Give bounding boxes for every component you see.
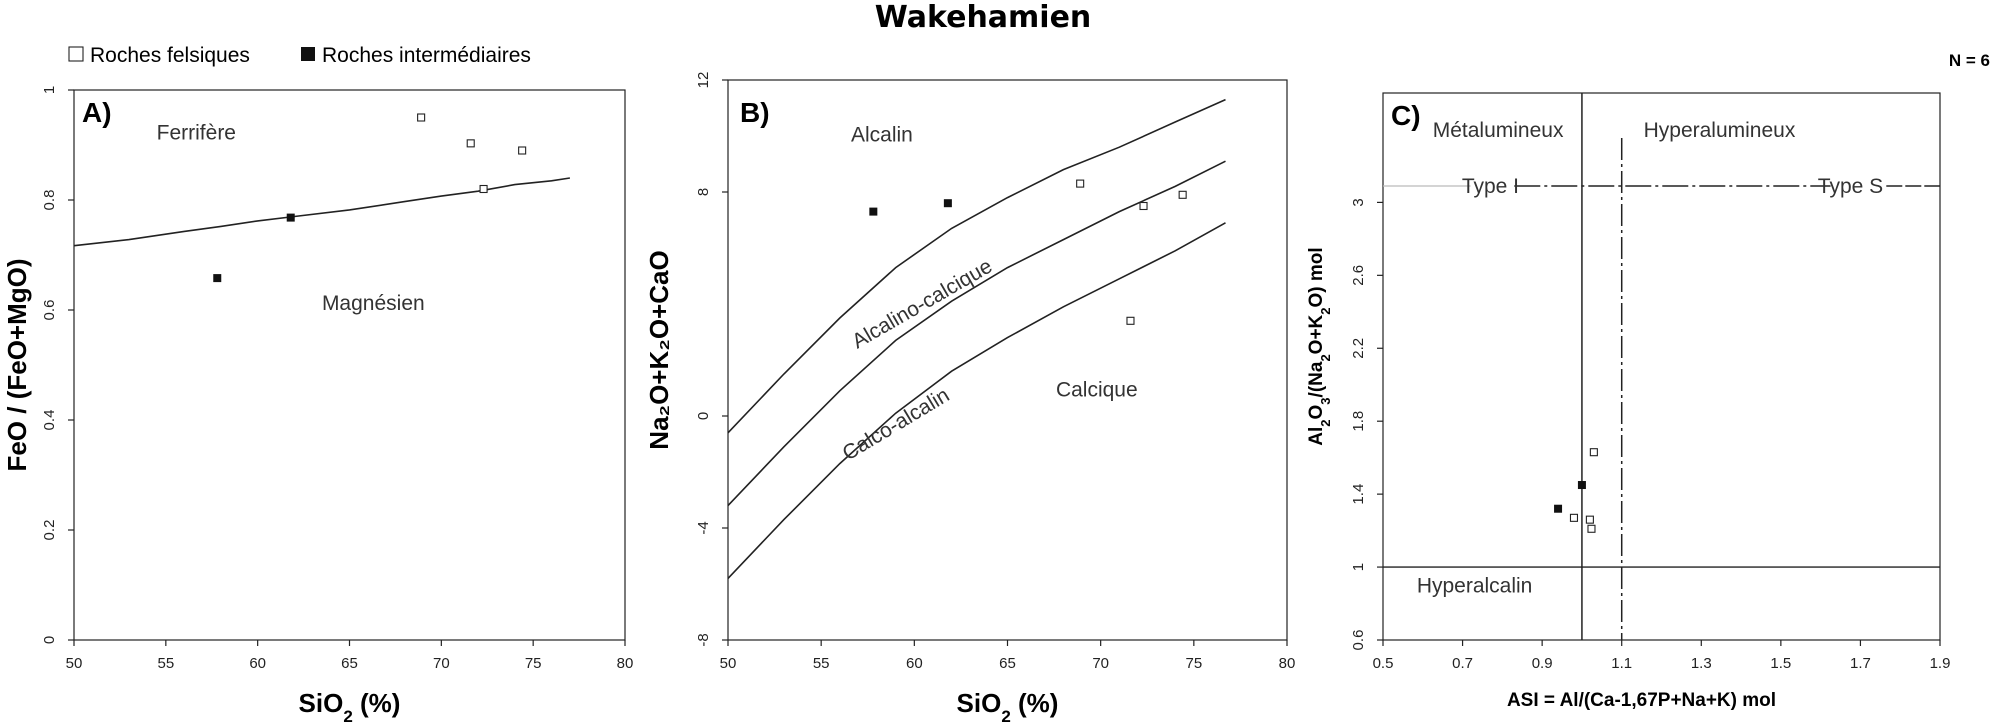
felsic-point-1: [466, 139, 475, 148]
legend-intermediate-label: Roches intermédiaires: [322, 44, 531, 67]
x-tick-label-3: 65: [999, 655, 1016, 672]
y-axis-label: FeO / (FeO+MgO): [2, 258, 32, 471]
x-tick-label-1: 0.7: [1452, 655, 1473, 672]
intermediate-point-1: [1577, 481, 1586, 490]
region-label-2: Hyperalcalin: [1417, 575, 1533, 598]
series-curve-label-0: Alcalino-calcique: [848, 255, 996, 354]
felsic-point-3: [1126, 316, 1135, 325]
x-tick-label-6: 1.7: [1850, 655, 1871, 672]
x-tick-label-2: 60: [249, 655, 266, 672]
panel-c-chart: 0.5 0.7 0.9 1.1 1.3 1.5 1.7 1.9 0.6 1 1.4 1.8 2.2 2.6…: [1306, 92, 1951, 711]
y-tick-label-5: 1: [41, 86, 58, 94]
felsic-point-2: [518, 146, 527, 155]
felsic-point-0: [417, 113, 426, 122]
panel-a-chart: 50 55 60 65 70 75 80 0 0.2 0.4 0.6 0.8 1 Ferrifère Mag…: [2, 86, 633, 724]
intermediate-point-1: [286, 213, 295, 222]
region-label-1: Magnésien: [322, 292, 425, 315]
x-tick-label-4: 70: [1092, 655, 1109, 672]
panel-letter: A): [82, 97, 112, 128]
y-tick-label-0: 0.6: [1350, 630, 1367, 651]
y-tick-label-0: -8: [695, 633, 712, 646]
legend-intermediate-marker: [301, 47, 315, 61]
y-tick-label-2: 0.4: [41, 410, 58, 431]
y-axis-label: Al2O3/(Na2O+K2O) mol: [1306, 247, 1333, 445]
felsic-point-1: [1585, 515, 1594, 524]
x-tick-label-2: 60: [906, 655, 923, 672]
alcalin-boundary-line: [727, 98, 1226, 434]
intermediate-point-0: [213, 274, 222, 283]
calco-alcalin-boundary-line: [727, 222, 1226, 579]
x-tick-label-6: 80: [617, 655, 634, 672]
y-tick-label-2: 1.4: [1350, 484, 1367, 505]
x-tick-label-5: 75: [525, 655, 542, 672]
y-tick-label-1: -4: [695, 521, 712, 534]
region-label-0: Métalumineux: [1433, 119, 1564, 142]
type-label-1: Type S: [1818, 175, 1883, 198]
y-tick-label-3: 8: [695, 188, 712, 196]
intermediate-point-0: [1554, 504, 1563, 513]
region-label-1: Calcique: [1056, 378, 1138, 401]
figure-title: Wakehamien: [875, 0, 1092, 35]
felsic-point-1: [1139, 201, 1148, 211]
y-tick-label-4: 0.8: [41, 190, 58, 211]
x-tick-label-1: 55: [157, 655, 174, 672]
x-tick-label-0: 50: [720, 655, 737, 672]
series-curve-label-1: Calco-alcalin: [839, 384, 954, 466]
legend-felsic-label: Roches felsiques: [90, 44, 250, 67]
x-tick-label-4: 70: [433, 655, 450, 672]
x-tick-label-1: 55: [813, 655, 830, 672]
x-axis-label: ASI = Al/(Ca-1,67P+Na+K) mol: [1507, 690, 1776, 711]
panel-letter: C): [1391, 100, 1421, 131]
region-label-0: Alcalin: [851, 124, 913, 147]
y-tick-label-2: 0: [695, 412, 712, 420]
y-tick-label-1: 0.2: [41, 520, 58, 541]
type-label-0: Type I: [1462, 175, 1519, 198]
x-tick-label-5: 1.5: [1770, 655, 1791, 672]
y-tick-label-4: 12: [695, 72, 712, 89]
x-axis-label: SiO2 (%): [299, 688, 401, 724]
y-tick-label-3: 1.8: [1350, 411, 1367, 432]
plot-frame: [1382, 92, 1941, 641]
plot-frame: [727, 79, 1288, 641]
felsic-point-3: [1569, 513, 1579, 522]
legend-felsic-marker: [68, 46, 84, 62]
region-label-1: Hyperalumineux: [1644, 119, 1796, 142]
plot-frame: [73, 89, 626, 641]
x-tick-label-0: 50: [66, 655, 83, 672]
x-tick-label-3: 1.1: [1611, 655, 1632, 672]
felsic-point-0: [1076, 179, 1085, 188]
x-tick-label-5: 75: [1185, 655, 1202, 672]
panel-b-chart: 50 55 60 65 70 75 80 -8 -4 0 8 12 Alcalin Calcique Alc…: [644, 72, 1295, 724]
intermediate-point-0: [869, 207, 878, 216]
fe-mg-boundary-line: [73, 177, 571, 247]
x-tick-label-0: 0.5: [1373, 655, 1394, 672]
x-tick-label-6: 80: [1279, 655, 1296, 672]
y-tick-label-6: 3: [1350, 198, 1367, 206]
alcalino-calcique-boundary-line: [727, 160, 1226, 507]
y-axis-label: Na₂O+K₂O+CaO: [644, 250, 674, 449]
felsic-point-2: [1178, 190, 1187, 199]
legend: Roches felsiques Roches intermédiaires: [68, 44, 531, 67]
x-axis-label: SiO2 (%): [957, 688, 1059, 724]
x-tick-label-7: 1.9: [1930, 655, 1951, 672]
x-tick-label-4: 1.3: [1691, 655, 1712, 672]
panel-letter: B): [740, 97, 770, 128]
felsic-point-2: [1587, 524, 1596, 533]
felsic-point-3: [479, 184, 488, 194]
intermediate-point-1: [943, 199, 952, 208]
y-tick-label-0: 0: [41, 636, 58, 644]
felsic-point-0: [1589, 448, 1598, 457]
y-tick-label-5: 2.6: [1350, 265, 1367, 286]
y-tick-label-4: 2.2: [1350, 338, 1367, 359]
y-tick-label-1: 1: [1350, 563, 1367, 571]
y-tick-label-3: 0.6: [41, 300, 58, 321]
sample-count-label: N = 6: [1949, 51, 1990, 70]
x-tick-label-3: 65: [341, 655, 358, 672]
x-tick-label-2: 0.9: [1532, 655, 1553, 672]
region-label-0: Ferrifère: [157, 122, 236, 145]
